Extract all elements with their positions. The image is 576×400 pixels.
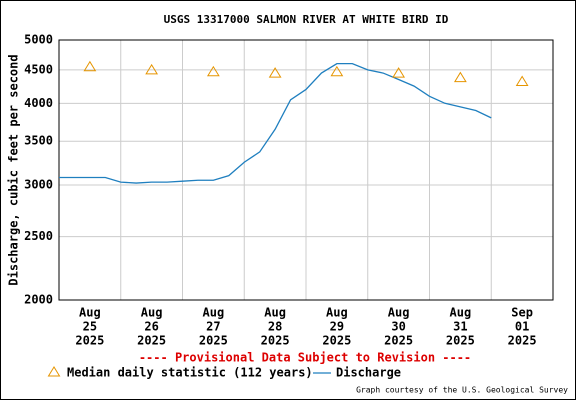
median-marker [206,65,220,77]
x-tick-label: 2025 [137,334,166,348]
x-tick-label: 2025 [384,334,413,348]
x-tick-label: 2025 [199,334,228,348]
median-marker [515,75,529,86]
y-tick-label: 4500 [24,62,53,76]
x-tick-label: Aug [326,306,348,320]
y-tick-label: 3000 [24,177,53,191]
median-marker [145,63,159,75]
x-tick-label: Sep [511,306,533,320]
x-tick-label: 26 [144,320,158,334]
legend-label: Median daily statistic (112 years) [67,366,313,380]
x-tick-label: 2025 [446,334,475,348]
y-axis-label: Discharge, cubic feet per second [7,54,21,285]
credit: Graph courtesy of the U.S. Geological Su… [356,386,568,395]
legend-label: Discharge [336,366,401,380]
median-marker [392,67,406,78]
x-tick-label: 01 [515,320,529,334]
median-marker [268,67,282,78]
median-marker [330,65,344,77]
y-tick-label: 2000 [24,293,53,307]
x-tick-label: Aug [141,306,163,320]
median-marker [453,71,467,83]
x-tick-label: 2025 [322,334,351,348]
x-tick-label: Aug [79,306,101,320]
y-tick-label: 5000 [24,33,53,47]
x-tick-label: 25 [83,320,97,334]
x-tick-label: Aug [203,306,225,320]
x-tick-label: Aug [264,306,286,320]
y-tick-label: 2500 [24,229,53,243]
x-tick-label: 28 [268,320,282,334]
x-tick-label: 30 [391,320,405,334]
median-marker [83,60,97,72]
y-tick-label: 4000 [24,96,53,110]
y-tick-label: 3500 [24,134,53,148]
plot-border [58,39,554,301]
discharge-line [59,63,492,184]
legend-symbol [47,366,61,377]
x-tick-label: Aug [450,306,472,320]
x-tick-label: 29 [330,320,344,334]
x-tick-label: 2025 [75,334,104,348]
x-tick-label: Aug [388,306,410,320]
x-tick-label: 2025 [508,334,537,348]
x-tick-label: 27 [206,320,220,334]
notice: ---- Provisional Data Subject to Revisio… [139,351,471,365]
x-tick-label: 2025 [261,334,290,348]
chart-title: USGS 13317000 SALMON RIVER AT WHITE BIRD… [164,13,449,26]
x-tick-label: 31 [453,320,467,334]
